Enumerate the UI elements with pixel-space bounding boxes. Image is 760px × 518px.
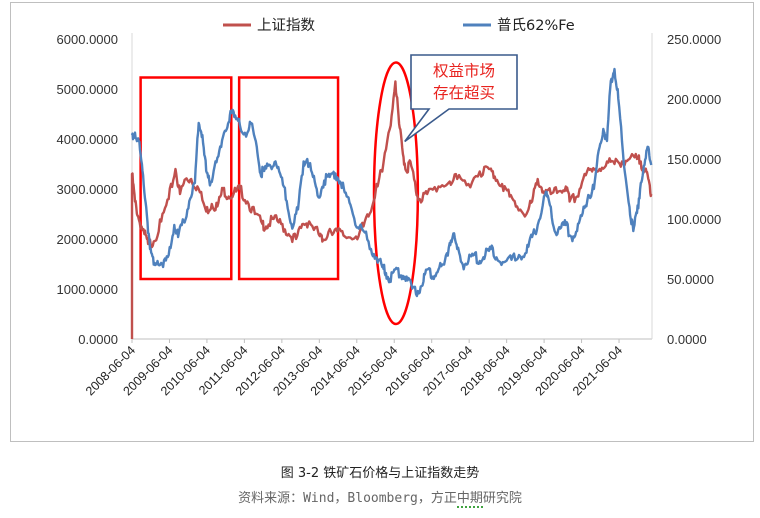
annotation-ellipse [372, 61, 420, 326]
series-line-shanghai-index [130, 80, 653, 339]
y-right-tick-label: 150.0000 [667, 152, 721, 167]
source-prefix: 资料来源：Wind，Bloomberg，方正 [238, 491, 457, 506]
callout-bubble [404, 54, 518, 143]
callout-label: 存在超买 [433, 84, 495, 102]
y-left-tick-label: 4000.0000 [57, 132, 118, 147]
callout-label: 权益市场 [433, 62, 495, 80]
line-chart: 0.0000 1000.0000 2000.0000 3000.0000 4000.00… [57, 17, 722, 398]
annotations [139, 61, 420, 326]
y-axis-left: 0.0000 1000.0000 2000.0000 3000.0000 4000.00… [57, 32, 118, 347]
series-layer [130, 67, 653, 339]
source-suffix: 研究院 [482, 491, 522, 506]
legend-label: 普氏62%Fe [497, 17, 575, 34]
source-underlined: 中期 [456, 491, 483, 508]
y-left-tick-label: 1000.0000 [57, 282, 118, 297]
y-left-tick-label: 3000.0000 [57, 182, 118, 197]
y-axis-right: 0.0000 50.0000 100.0000 150.0000 200.0000 250… [667, 32, 721, 347]
legend-label: 上证指数 [257, 17, 315, 34]
annotation-rect [139, 76, 233, 281]
y-right-tick-label: 100.0000 [667, 212, 721, 227]
series-line-platts-62fe [130, 67, 653, 298]
y-right-tick-label: 200.0000 [667, 92, 721, 107]
source-note: 资料来源：Wind，Bloomberg，方正中期研究院 [0, 487, 760, 508]
y-right-tick-label: 250.0000 [667, 32, 721, 47]
annotation-rect [237, 76, 340, 281]
y-right-tick-label: 50.0000 [667, 272, 714, 287]
y-left-tick-label: 2000.0000 [57, 232, 118, 247]
x-axis: 2008-06-042009-06-042010-06-042011-06-04… [83, 339, 625, 398]
y-left-tick-label: 5000.0000 [57, 82, 118, 97]
chart-frame: 0.0000 1000.0000 2000.0000 3000.0000 4000.00… [10, 2, 754, 442]
y-left-tick-label: 0.0000 [78, 332, 118, 347]
legend: 上证指数 普氏62%Fe [223, 17, 575, 34]
figure-caption: 图 3-2 铁矿石价格与上证指数走势 [280, 466, 480, 481]
y-left-tick-label: 6000.0000 [57, 32, 118, 47]
y-right-tick-label: 0.0000 [667, 332, 707, 347]
